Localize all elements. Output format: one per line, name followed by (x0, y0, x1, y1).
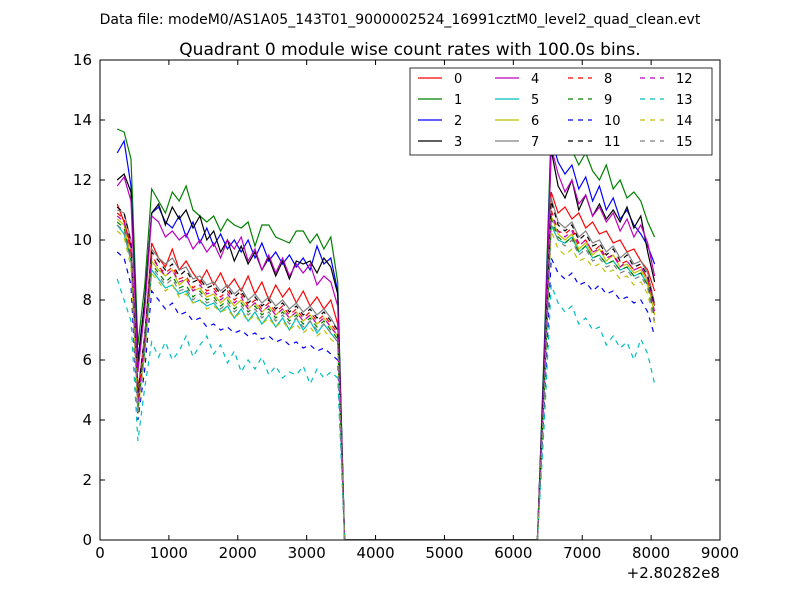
legend-label-11: 11 (604, 135, 621, 150)
y-tick-label: 4 (82, 411, 92, 429)
series-line-15 (116, 221, 656, 540)
series-line-10 (116, 251, 656, 540)
series-line-8 (116, 209, 656, 540)
y-tick-label: 10 (73, 231, 92, 249)
y-tick-label: 16 (73, 51, 92, 69)
x-tick-label: 4000 (356, 544, 394, 562)
x-tick-label: 0 (95, 544, 105, 562)
series-line-2 (116, 137, 656, 540)
series-line-9 (116, 218, 656, 540)
x-tick-label: 2000 (219, 544, 257, 562)
y-tick-label: 8 (82, 291, 92, 309)
x-tick-label: 9000 (701, 544, 739, 562)
series-line-7 (116, 197, 656, 540)
legend-label-4: 4 (531, 72, 539, 87)
series-line-14 (116, 230, 656, 540)
legend-label-7: 7 (531, 135, 539, 150)
figure-suptitle: Data file: modeM0/AS1A05_143T01_90000025… (100, 12, 701, 28)
x-tick-label: 1000 (150, 544, 188, 562)
legend-label-15: 15 (676, 135, 693, 150)
y-tick-label: 6 (82, 351, 92, 369)
legend-label-8: 8 (604, 72, 612, 87)
x-offset-label: +2.80282e8 (627, 564, 720, 582)
legend-label-6: 6 (531, 114, 539, 129)
legend-label-3: 3 (454, 135, 462, 150)
series-line-1 (116, 125, 656, 540)
series-layer (116, 125, 656, 540)
legend-label-5: 5 (531, 93, 539, 108)
chart-title: Quadrant 0 module wise count rates with … (179, 40, 640, 60)
x-tick-label: 6000 (494, 544, 532, 562)
legend-label-13: 13 (676, 93, 693, 108)
y-tick-label: 12 (73, 171, 92, 189)
legend-label-14: 14 (676, 114, 693, 129)
series-line-12 (116, 212, 656, 540)
x-tick-label: 3000 (288, 544, 326, 562)
legend-label-2: 2 (454, 114, 462, 129)
legend-label-0: 0 (454, 72, 462, 87)
series-line-4 (116, 146, 656, 540)
y-tick-label: 14 (73, 111, 92, 129)
legend-label-10: 10 (604, 114, 621, 129)
legend-label-12: 12 (676, 72, 693, 87)
y-tick-label: 0 (82, 531, 92, 549)
series-line-0 (116, 191, 656, 540)
y-tick-label: 2 (82, 471, 92, 489)
legend-label-1: 1 (454, 93, 462, 108)
x-tick-label: 7000 (563, 544, 601, 562)
x-tick-label: 8000 (632, 544, 670, 562)
plot-area: 0 1000 2000 3000 4000 5000 6000 7000 8000 9000 0 2 4… (73, 51, 739, 582)
series-line-11 (116, 200, 656, 540)
ticks-layer: 0 1000 2000 3000 4000 5000 6000 7000 8000 9000 0 2 4… (73, 51, 739, 562)
series-line-13 (116, 278, 656, 540)
x-tick-label: 5000 (425, 544, 463, 562)
legend-label-9: 9 (604, 93, 612, 108)
